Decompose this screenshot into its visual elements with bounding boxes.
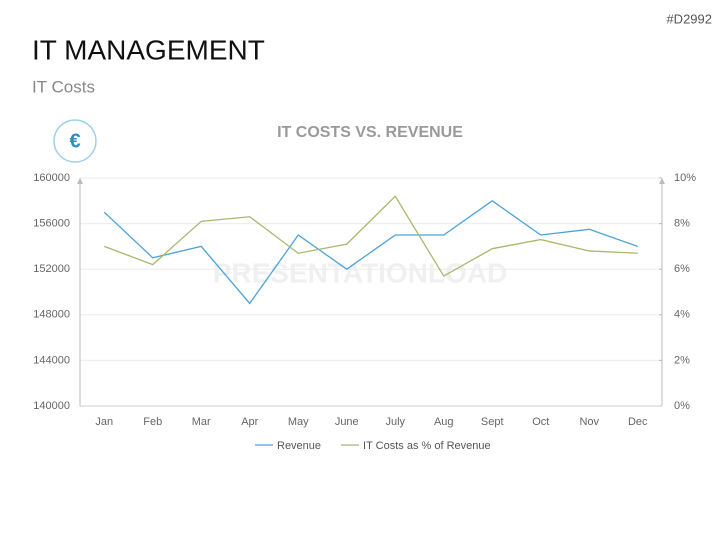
series-line bbox=[104, 195, 638, 277]
y2-axis-arrow bbox=[659, 178, 665, 184]
x-tick-label: Apr bbox=[241, 416, 258, 428]
watermark: PRESENTATIONLOAD bbox=[213, 257, 508, 288]
x-tick-label: June bbox=[335, 416, 359, 428]
y-tick-label: 160000 bbox=[33, 172, 70, 184]
icon-circle bbox=[53, 119, 97, 163]
y2-tick-label: 10% bbox=[674, 172, 696, 184]
y2-tick-label: 6% bbox=[674, 263, 690, 275]
y2-tick-label: 4% bbox=[674, 309, 690, 321]
y2-tick-label: 2% bbox=[674, 354, 690, 366]
slide-subtitle: IT Costs bbox=[32, 77, 95, 96]
icon: € bbox=[69, 130, 80, 152]
x-tick-label: Oct bbox=[532, 416, 549, 428]
slide-title: IT MANAGEMENT bbox=[32, 34, 265, 65]
y2-tick-label: 0% bbox=[674, 400, 690, 412]
y2-tick-label: 8% bbox=[674, 218, 690, 230]
y-tick-label: 144000 bbox=[33, 354, 70, 366]
x-tick-label: Jan bbox=[95, 416, 113, 428]
chart-title: IT COSTS VS. REVENUE bbox=[277, 124, 463, 141]
x-tick-label: May bbox=[288, 416, 309, 428]
x-tick-label: Dec bbox=[628, 416, 648, 428]
x-tick-label: Aug bbox=[434, 416, 454, 428]
x-tick-label: Nov bbox=[579, 416, 599, 428]
x-tick-label: July bbox=[385, 416, 405, 428]
series-line bbox=[103, 200, 638, 305]
x-tick-label: Feb bbox=[143, 416, 162, 428]
slide-id: #D2992 bbox=[666, 11, 712, 26]
legend-label: Revenue bbox=[277, 440, 321, 452]
y-axis-arrow bbox=[77, 178, 83, 184]
x-tick-label: Mar bbox=[192, 416, 211, 428]
y-tick-label: 140000 bbox=[33, 400, 70, 412]
x-tick-label: Sept bbox=[481, 416, 504, 428]
chart: 140000 144000 148000 152000 156000 160000 0% 2%… bbox=[33, 172, 696, 452]
y-tick-label: 156000 bbox=[33, 218, 70, 230]
y-tick-label: 152000 bbox=[33, 263, 70, 275]
legend-label: IT Costs as % of Revenue bbox=[363, 440, 491, 452]
y-tick-label: 148000 bbox=[33, 309, 70, 321]
